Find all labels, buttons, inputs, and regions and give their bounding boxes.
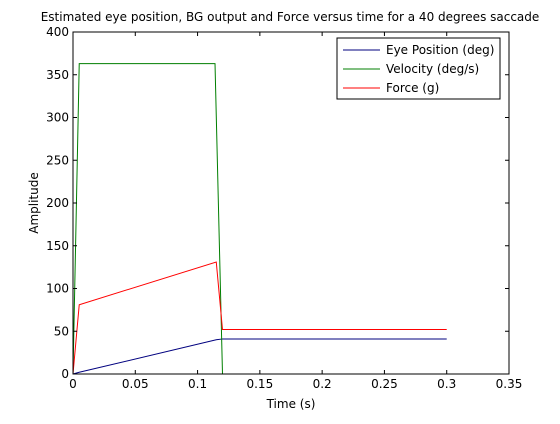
- legend-label-2: Force (g): [386, 81, 439, 95]
- x-tick-label: 0.15: [246, 377, 273, 391]
- x-tick-label: 0.1: [188, 377, 207, 391]
- y-axis-label: Amplitude: [27, 172, 41, 234]
- y-tick-label: 100: [46, 282, 69, 296]
- legend-label-0: Eye Position (deg): [386, 43, 494, 57]
- y-tick-label: 400: [46, 25, 69, 39]
- x-tick-label: 0.05: [122, 377, 149, 391]
- chart-title: Estimated eye position, BG output and Fo…: [41, 10, 540, 24]
- legend-entries: Eye Position (deg) Velocity (deg/s) Force …: [343, 43, 494, 95]
- legend-box: [336, 37, 501, 100]
- y-tick-label: 50: [54, 324, 69, 338]
- y-axis: 0 50 100 150 200 250 300 350 400: [46, 25, 509, 381]
- x-tick-label: 0.35: [496, 377, 523, 391]
- y-tick-label: 200: [46, 196, 69, 210]
- x-tick-label: 0: [69, 377, 77, 391]
- series-line-0: [72, 338, 447, 375]
- x-tick-label: 0.2: [313, 377, 332, 391]
- y-tick-label: 150: [46, 239, 69, 253]
- legend: Eye Position (deg) Velocity (deg/s) Force …: [336, 37, 501, 100]
- x-tick-label: 0.25: [371, 377, 398, 391]
- series-line-1: [72, 63, 223, 375]
- x-tick-label: 0.3: [437, 377, 456, 391]
- y-tick-label: 350: [46, 68, 69, 82]
- y-tick-label: 250: [46, 153, 69, 167]
- series-line-2: [72, 261, 447, 375]
- y-tick-label: 300: [46, 111, 69, 125]
- legend-label-1: Velocity (deg/s): [386, 62, 479, 76]
- series-layer: [72, 63, 447, 375]
- x-axis-label: Time (s): [266, 397, 316, 411]
- y-tick-label: 0: [61, 367, 69, 381]
- x-axis: 0 0.05 0.1 0.15 0.2 0.25 0.3 0.35: [69, 32, 522, 391]
